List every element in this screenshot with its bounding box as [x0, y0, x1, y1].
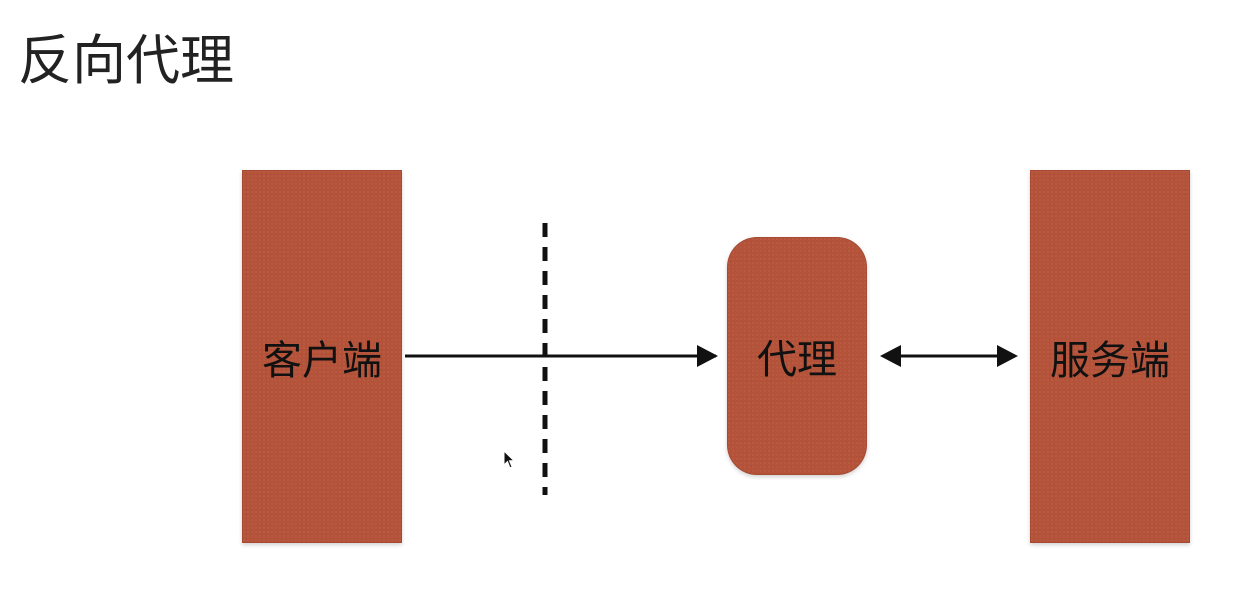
client-to-proxy-arrowhead: [697, 345, 718, 367]
mouse-cursor-icon: [503, 450, 516, 469]
diagram-title: 反向代理: [18, 29, 234, 92]
proxy-side-arrowhead: [880, 345, 901, 367]
client-label: 客户端: [262, 337, 382, 384]
server-node: 服务端: [1030, 170, 1190, 543]
client-node: 客户端: [242, 170, 402, 543]
server-label: 服务端: [1050, 337, 1170, 384]
proxy-node: 代理: [727, 237, 867, 475]
proxy-label: 代理: [757, 337, 837, 383]
server-side-arrowhead: [997, 345, 1018, 367]
